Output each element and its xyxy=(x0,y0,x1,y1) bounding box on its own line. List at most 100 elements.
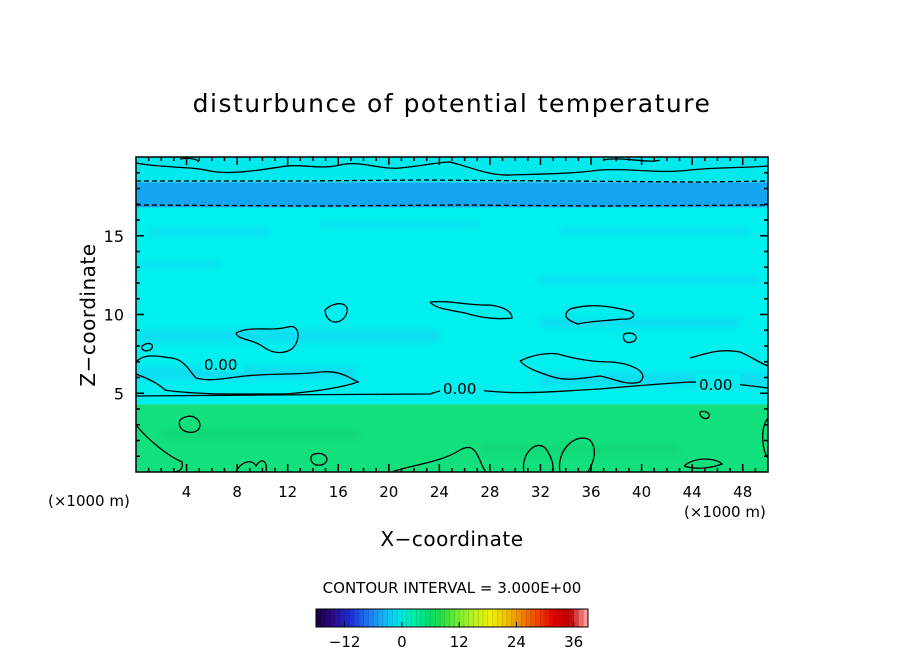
colorbar-swatch xyxy=(411,609,417,627)
x-tick-label: 36 xyxy=(581,483,600,501)
colorbar-swatch xyxy=(568,609,574,627)
colorbar-swatch xyxy=(358,609,365,627)
colorbar-swatches xyxy=(316,609,589,627)
y-tick-label: 5 xyxy=(114,384,124,403)
colorbar-swatch xyxy=(521,609,527,627)
colorbar-tick-label: 12 xyxy=(450,633,469,651)
contour-cluster-right xyxy=(519,352,644,384)
colorbar-swatch xyxy=(478,609,484,627)
colorbar: −12 0 12 24 36 xyxy=(315,608,589,651)
colorbar-tick-label: −12 xyxy=(329,633,361,651)
x-tick-label: 12 xyxy=(278,483,297,501)
axis-ticks xyxy=(136,157,768,472)
contour-dashed-lower xyxy=(136,204,768,207)
contour-right-blob xyxy=(565,305,635,325)
colorbar-swatch xyxy=(516,609,522,627)
colorbar-swatch xyxy=(463,609,470,627)
colorbar-swatch xyxy=(449,609,455,627)
colorbar-tick-label: 24 xyxy=(507,633,526,651)
colorbar-tick-label: 36 xyxy=(564,633,583,651)
contour-dashed-upper xyxy=(136,179,768,183)
colorbar-swatch xyxy=(382,609,388,627)
contour-small-5 xyxy=(622,332,637,344)
contour-bottom-1 xyxy=(235,460,268,472)
colorbar-swatch xyxy=(468,609,474,627)
colorbar-swatch xyxy=(349,609,355,627)
contour-small-4 xyxy=(141,342,154,352)
colorbar-swatch xyxy=(440,609,446,627)
colorbar-swatch xyxy=(545,609,551,627)
colorbar-swatch xyxy=(444,609,450,627)
x-unit-label: (×1000 m) xyxy=(684,503,766,521)
contour-top xyxy=(136,161,768,176)
contour-bottom-2 xyxy=(391,447,487,472)
colorbar-swatch xyxy=(416,609,422,627)
contour-mid-blob xyxy=(429,300,513,320)
zero-labels: 0.00 0.00 0.00 xyxy=(202,354,740,398)
colorbar-swatch xyxy=(459,609,465,627)
colorbar-swatch xyxy=(564,609,570,627)
x-tick-label: 40 xyxy=(632,483,651,501)
colorbar-swatch xyxy=(487,609,493,627)
chart-title: disturbunce of potential temperature xyxy=(193,89,712,118)
y-unit-label: (×1000 m) xyxy=(48,492,130,510)
colorbar-swatch xyxy=(502,609,508,627)
colorbar-swatch xyxy=(401,609,407,627)
heatmap-layer-3 xyxy=(136,157,768,183)
colorbar-swatch xyxy=(554,609,560,627)
colorbar-swatch xyxy=(316,609,322,627)
contour-mid-left xyxy=(235,325,299,354)
contour-small-3 xyxy=(310,452,328,466)
contour-bottom-5 xyxy=(683,458,724,469)
x-tick-label: 20 xyxy=(379,483,398,501)
colorbar-swatch xyxy=(454,609,460,627)
colorbar-swatch xyxy=(392,609,398,627)
colorbar-swatch xyxy=(378,609,384,627)
colorbar-swatch xyxy=(325,609,331,627)
colorbar-swatch xyxy=(506,609,512,627)
colorbar-swatch xyxy=(354,609,360,627)
colorbar-swatch xyxy=(330,609,336,627)
colorbar-swatch xyxy=(583,609,589,627)
colorbar-swatch xyxy=(530,609,536,627)
colorbar-swatch xyxy=(373,609,379,627)
colorbar-swatch xyxy=(492,609,498,627)
x-tick-label: 8 xyxy=(232,483,242,501)
colorbar-swatch xyxy=(363,609,369,627)
colorbar-swatch xyxy=(339,609,345,627)
colorbar-tick-label: 0 xyxy=(397,633,407,651)
colorbar-swatch xyxy=(344,609,350,627)
contour-label-zero-1: 0.00 xyxy=(204,356,237,374)
colorbar-swatch xyxy=(387,609,393,627)
x-tick-label: 4 xyxy=(182,483,192,501)
y-axis-label: Z−coordinate xyxy=(76,243,100,386)
colorbar-swatch xyxy=(430,609,436,627)
contour-right-edge xyxy=(689,350,768,367)
heatmap-layer-2 xyxy=(136,182,768,208)
contour-small-1 xyxy=(324,303,348,323)
colorbar-swatch xyxy=(540,609,546,627)
contour-small-2 xyxy=(178,415,201,434)
colorbar-swatch xyxy=(525,609,532,627)
colorbar-swatch xyxy=(335,609,341,627)
y-tick-labels: 5 10 15 xyxy=(104,227,124,404)
x-tick-labels: 4 8 12 16 20 24 28 32 36 40 44 48 xyxy=(182,483,752,501)
texture xyxy=(136,222,768,455)
x-tick-label: 16 xyxy=(329,483,348,501)
y-tick-label: 10 xyxy=(104,306,124,325)
x-tick-label: 44 xyxy=(683,483,702,501)
contour-small-6 xyxy=(699,410,710,420)
colorbar-swatch xyxy=(559,609,565,627)
colorbar-swatch xyxy=(320,609,326,627)
colorbar-swatch xyxy=(535,609,541,627)
colorbar-swatch xyxy=(397,609,403,627)
colorbar-swatch xyxy=(511,609,517,627)
heatmap-layers xyxy=(136,157,768,472)
x-tick-label: 48 xyxy=(733,483,752,501)
colorbar-swatch xyxy=(368,609,374,627)
colorbar-swatch xyxy=(497,609,503,627)
contour-interval-label: CONTOUR INTERVAL = 3.000E+00 xyxy=(323,579,582,597)
contour-top-loop xyxy=(179,157,661,163)
colorbar-swatch xyxy=(420,609,427,627)
colorbar-swatch xyxy=(473,609,479,627)
